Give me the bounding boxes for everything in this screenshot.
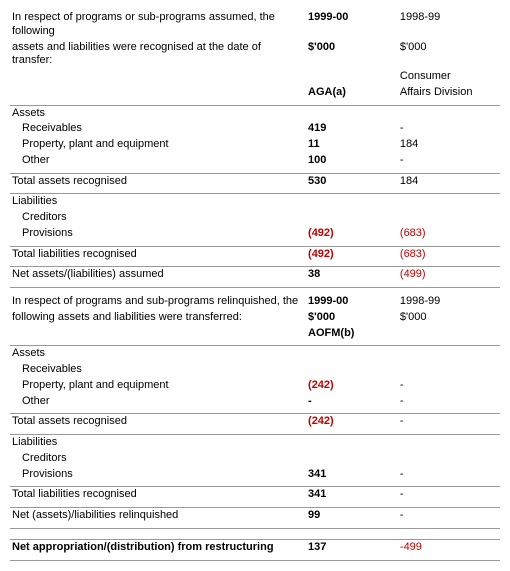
cell-value: (683) <box>398 226 500 242</box>
cell-value: 419 <box>306 121 398 137</box>
s2-liab-label: Liabilities <box>10 435 306 451</box>
cell-value: 184 <box>398 137 500 153</box>
financial-table: In respect of programs or sub-programs a… <box>10 10 500 561</box>
cell-value: 38 <box>306 267 398 283</box>
s1-h2-unit: $'000 <box>398 40 500 70</box>
cell-value: - <box>306 394 398 410</box>
cell-value: 341 <box>306 467 398 483</box>
s2-h1-unit: $'000 <box>306 310 398 326</box>
cell-value: - <box>398 153 500 169</box>
s1-h2-year: 1998-99 <box>398 10 500 40</box>
final-label: Net appropriation/(distribution) from re… <box>10 539 306 555</box>
s2-total-liab-label: Total liabilities recognised <box>10 487 306 503</box>
cell-value: (492) <box>306 226 398 242</box>
s2-intro-1: In respect of programs and sub-programs … <box>10 294 306 310</box>
s1-total-liab-label: Total liabilities recognised <box>10 246 306 262</box>
cell-value: 530 <box>306 173 398 189</box>
cell-value: - <box>398 467 500 483</box>
cell-value: -499 <box>398 539 500 555</box>
table-row: Receivables <box>10 121 306 137</box>
s1-h1-year: 1999-00 <box>306 10 398 40</box>
table-row: Other <box>10 153 306 169</box>
table-row: Other <box>10 394 306 410</box>
cell-value: 99 <box>306 508 398 524</box>
cell-value: (242) <box>306 378 398 394</box>
s1-net-label: Net assets/(liabilities) assumed <box>10 267 306 283</box>
s1-intro-1: In respect of programs or sub-programs a… <box>10 10 306 40</box>
s2-intro-2: following assets and liabilities were tr… <box>10 310 306 326</box>
s2-assets-label: Assets <box>10 346 306 362</box>
cell-value: - <box>398 414 500 430</box>
table-row: Provisions <box>10 226 306 242</box>
table-row: Provisions <box>10 467 306 483</box>
s2-h1-year: 1999-00 <box>306 294 398 310</box>
cell-value: (492) <box>306 246 398 262</box>
table-row: Property, plant and equipment <box>10 378 306 394</box>
cell-value: 341 <box>306 487 398 503</box>
cell-value: (683) <box>398 246 500 262</box>
cell-value: 100 <box>306 153 398 169</box>
s1-liab-label: Liabilities <box>10 194 306 210</box>
cell-value: - <box>398 378 500 394</box>
s1-h1-unit: $'000 <box>306 40 398 70</box>
cell-value: (499) <box>398 267 500 283</box>
creditors-label: Creditors <box>10 451 306 467</box>
cell-value: (242) <box>306 414 398 430</box>
s1-assets-label: Assets <box>10 105 306 121</box>
s1-h2-sub1: Consumer <box>398 69 500 85</box>
s2-net-label: Net (assets)/liabilities relinquished <box>10 508 306 524</box>
cell-value <box>398 362 500 378</box>
s2-h1-sub: AOFM(b) <box>306 326 398 342</box>
cell-value: 184 <box>398 173 500 189</box>
s2-total-assets-label: Total assets recognised <box>10 414 306 430</box>
table-row: Receivables <box>10 362 306 378</box>
cell-value <box>306 362 398 378</box>
s2-h2-year: 1998-99 <box>398 294 500 310</box>
s1-h2-sub2: Affairs Division <box>398 85 500 101</box>
cell-value: 11 <box>306 137 398 153</box>
s2-h2-unit: $'000 <box>398 310 500 326</box>
cell-value: - <box>398 487 500 503</box>
cell-value: 137 <box>306 539 398 555</box>
s1-intro-2: assets and liabilities were recognised a… <box>10 40 306 70</box>
cell-value: - <box>398 508 500 524</box>
cell-value: - <box>398 394 500 410</box>
creditors-label: Creditors <box>10 210 306 226</box>
table-row: Property, plant and equipment <box>10 137 306 153</box>
s1-total-assets-label: Total assets recognised <box>10 173 306 189</box>
s1-h1-sub: AGA(a) <box>306 85 398 101</box>
cell-value: - <box>398 121 500 137</box>
